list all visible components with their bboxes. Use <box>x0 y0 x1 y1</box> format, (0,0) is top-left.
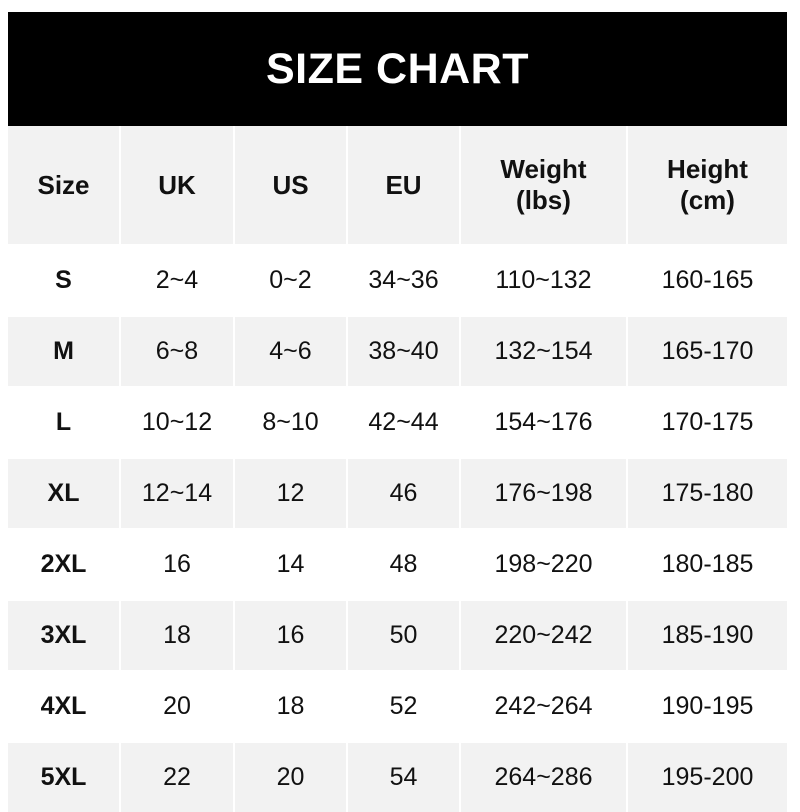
cell-us: 4~6 <box>235 317 348 388</box>
cell-weight: 154~176 <box>461 388 628 459</box>
cell-uk: 16 <box>121 530 235 601</box>
table-header-row: Size UK US EU Weight (lbs) Height (cm) <box>8 126 787 246</box>
cell-size: S <box>8 246 121 317</box>
cell-size: 2XL <box>8 530 121 601</box>
page-title: SIZE CHART <box>266 44 529 93</box>
cell-size: M <box>8 317 121 388</box>
cell-eu: 42~44 <box>348 388 461 459</box>
chart-banner: SIZE CHART <box>8 12 787 126</box>
cell-us: 18 <box>235 672 348 743</box>
cell-height: 185-190 <box>628 601 787 672</box>
cell-height: 165-170 <box>628 317 787 388</box>
cell-size: 3XL <box>8 601 121 672</box>
cell-eu: 38~40 <box>348 317 461 388</box>
cell-weight: 198~220 <box>461 530 628 601</box>
cell-height: 190-195 <box>628 672 787 743</box>
column-header-uk: UK <box>121 126 235 246</box>
column-header-label: UK <box>158 169 196 200</box>
cell-height: 195-200 <box>628 743 787 812</box>
cell-uk: 18 <box>121 601 235 672</box>
table-body: S 2~4 0~2 34~36 110~132 160-165 M 6~8 4~6 38~40 13… <box>8 246 787 812</box>
column-header-label: Height <box>667 154 748 185</box>
cell-us: 12 <box>235 459 348 530</box>
table-row: S 2~4 0~2 34~36 110~132 160-165 <box>8 246 787 317</box>
table-row: 4XL 20 18 52 242~264 190-195 <box>8 672 787 743</box>
cell-uk: 12~14 <box>121 459 235 530</box>
size-chart-table: Size UK US EU Weight (lbs) Height (cm) S 2~4 0~2 3… <box>8 126 787 812</box>
cell-height: 160-165 <box>628 246 787 317</box>
column-header-label: Weight <box>500 154 587 185</box>
cell-height: 180-185 <box>628 530 787 601</box>
cell-uk: 20 <box>121 672 235 743</box>
cell-size: 4XL <box>8 672 121 743</box>
cell-eu: 34~36 <box>348 246 461 317</box>
cell-size: 5XL <box>8 743 121 812</box>
table-header: Size UK US EU Weight (lbs) Height (cm) <box>8 126 787 246</box>
cell-eu: 48 <box>348 530 461 601</box>
cell-us: 14 <box>235 530 348 601</box>
cell-height: 175-180 <box>628 459 787 530</box>
cell-weight: 110~132 <box>461 246 628 317</box>
column-header-unit: (cm) <box>680 185 735 215</box>
cell-size: XL <box>8 459 121 530</box>
column-header-label: US <box>272 169 309 200</box>
cell-weight: 264~286 <box>461 743 628 812</box>
cell-us: 20 <box>235 743 348 812</box>
table-row: 2XL 16 14 48 198~220 180-185 <box>8 530 787 601</box>
column-header-eu: EU <box>348 126 461 246</box>
cell-us: 8~10 <box>235 388 348 459</box>
column-header-label: Size <box>37 169 90 200</box>
cell-size: L <box>8 388 121 459</box>
cell-us: 0~2 <box>235 246 348 317</box>
cell-height: 170-175 <box>628 388 787 459</box>
cell-weight: 176~198 <box>461 459 628 530</box>
column-header-weight: Weight (lbs) <box>461 126 628 246</box>
cell-eu: 46 <box>348 459 461 530</box>
column-header-label: EU <box>385 169 422 200</box>
table-row: XL 12~14 12 46 176~198 175-180 <box>8 459 787 530</box>
table-row: M 6~8 4~6 38~40 132~154 165-170 <box>8 317 787 388</box>
cell-uk: 10~12 <box>121 388 235 459</box>
cell-uk: 22 <box>121 743 235 812</box>
cell-eu: 52 <box>348 672 461 743</box>
table-row: L 10~12 8~10 42~44 154~176 170-175 <box>8 388 787 459</box>
column-header-size: Size <box>8 126 121 246</box>
column-header-height: Height (cm) <box>628 126 787 246</box>
cell-uk: 6~8 <box>121 317 235 388</box>
column-header-unit: (lbs) <box>516 185 571 215</box>
column-header-us: US <box>235 126 348 246</box>
cell-weight: 242~264 <box>461 672 628 743</box>
cell-eu: 50 <box>348 601 461 672</box>
table-row: 5XL 22 20 54 264~286 195-200 <box>8 743 787 812</box>
cell-eu: 54 <box>348 743 461 812</box>
table-row: 3XL 18 16 50 220~242 185-190 <box>8 601 787 672</box>
cell-us: 16 <box>235 601 348 672</box>
cell-weight: 220~242 <box>461 601 628 672</box>
cell-uk: 2~4 <box>121 246 235 317</box>
cell-weight: 132~154 <box>461 317 628 388</box>
